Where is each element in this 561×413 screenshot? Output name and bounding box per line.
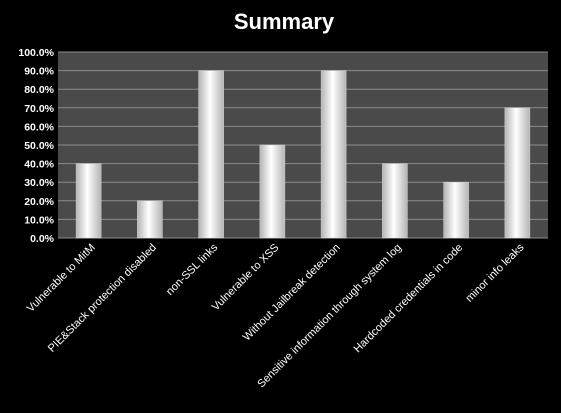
y-tick-label: 50.0% — [24, 140, 54, 152]
x-tick-label: Vulnerable to XSS — [210, 242, 282, 314]
y-tick-label: 70.0% — [24, 103, 54, 115]
chart-title: Summary — [234, 9, 335, 34]
y-tick-label: 40.0% — [24, 159, 54, 171]
y-axis-ticks: 0.0% 10.0% 20.0% 30.0% 40.0% 50.0% 60.0% 70.0% 8… — [18, 47, 54, 245]
y-tick-label: 10.0% — [24, 214, 54, 226]
y-tick-label: 90.0% — [24, 66, 54, 78]
y-tick-label: 0.0% — [30, 233, 55, 245]
bar — [320, 70, 347, 239]
bar — [382, 163, 408, 239]
x-tick-label: minor info leaks — [464, 241, 527, 304]
y-tick-label: 30.0% — [24, 177, 54, 189]
bar — [504, 107, 531, 239]
x-tick-label: Hardcoded credentials in code — [352, 242, 466, 356]
x-tick-label: Without Jailbreak detection — [241, 242, 343, 344]
y-tick-label: 80.0% — [24, 84, 54, 96]
y-tick-label: 60.0% — [24, 121, 54, 133]
bar — [443, 181, 469, 239]
x-tick-label: Vulnerable to MitM — [25, 242, 98, 315]
bar — [198, 70, 224, 239]
bars — [75, 70, 531, 239]
x-tick-label: PIE&Stack protection disabled — [46, 242, 159, 355]
y-tick-label: 100.0% — [18, 47, 54, 59]
x-tick-label: non-SSL links — [164, 241, 221, 298]
bar — [137, 200, 163, 239]
bar — [259, 144, 286, 239]
bar — [75, 163, 102, 239]
y-tick-label: 20.0% — [24, 196, 54, 208]
